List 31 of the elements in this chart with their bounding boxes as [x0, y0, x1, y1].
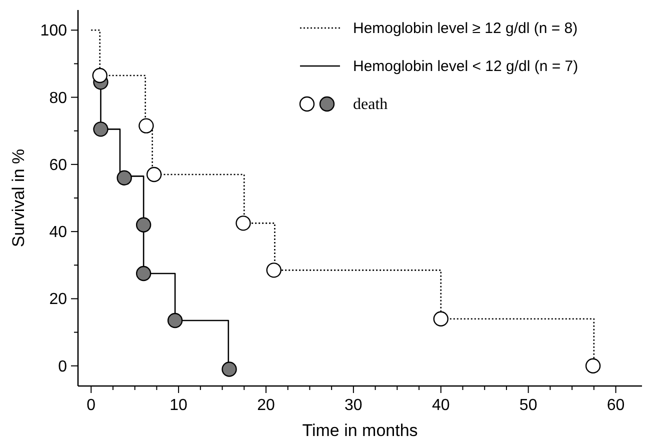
point: [433, 311, 448, 326]
point: [93, 122, 108, 137]
point: [236, 216, 251, 231]
legend-label: Hemoglobin level < 12 g/dl (n = 7): [353, 58, 578, 75]
y-tick-label: 80: [49, 90, 68, 107]
x-tick-label: 10: [170, 397, 188, 414]
point: [138, 118, 154, 134]
x-tick-label: 50: [519, 397, 538, 414]
x-axis-title: Time in months: [302, 421, 418, 440]
point: [167, 312, 183, 328]
x-tick-label: 30: [344, 397, 362, 414]
legend-label: Hemoglobin level ≥ 12 g/dl (n = 8): [353, 20, 578, 37]
y-tick-label: 60: [49, 156, 68, 174]
y-tick-label: 40: [49, 224, 68, 242]
point: [92, 68, 108, 84]
legend-label: death: [353, 96, 388, 113]
y-tick-label: 0: [58, 358, 68, 376]
point: [266, 262, 282, 278]
x-tick-label: 60: [606, 397, 625, 414]
y-tick-label: 20: [49, 291, 68, 308]
point: [136, 266, 152, 282]
x-tick-label: 0: [86, 397, 96, 414]
point: [136, 217, 152, 232]
x-tick-label: 40: [432, 397, 450, 414]
point: [146, 166, 162, 182]
point: [585, 358, 601, 374]
y-axis-title: Survival in %: [9, 148, 28, 248]
point: [116, 170, 132, 186]
x-tick-label: 20: [257, 397, 275, 414]
point: [222, 362, 237, 377]
y-tick-label: 100: [40, 22, 68, 40]
